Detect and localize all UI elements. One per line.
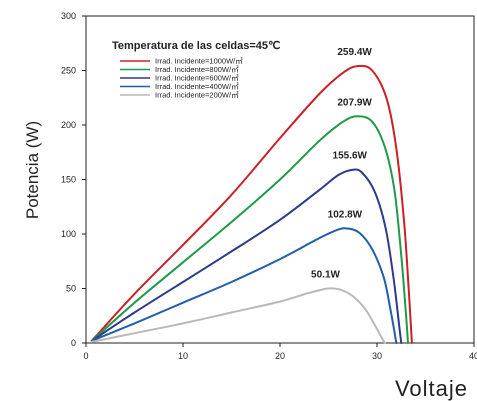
y-tick-label: 200 (61, 120, 76, 130)
x-tick-label: 0 (83, 351, 88, 361)
y-axis-label: Potencia (W) (23, 121, 42, 219)
y-tick-label: 250 (61, 66, 76, 76)
legend-label: Irrad. Incidente=400W/㎡ (155, 82, 239, 91)
peak-label: 102.8W (328, 210, 363, 221)
legend-label: Irrad. Incidente=800W/㎡ (155, 65, 239, 74)
x-tick-label: 20 (275, 351, 285, 361)
peak-label: 207.9W (337, 97, 372, 108)
y-tick-label: 150 (61, 175, 76, 185)
peak-label: 259.4W (337, 47, 372, 58)
x-axis-ticks: 0 10 20 30 40 (83, 343, 477, 361)
legend-label: Irrad. Incidente=200W/㎡ (155, 91, 239, 100)
peak-label: 155.6W (333, 151, 368, 162)
y-axis-ticks: 0 50 100 150 200 250 300 (61, 11, 86, 348)
peak-labels: 259.4W 207.9W 155.6W 102.8W 50.1W (311, 47, 372, 280)
y-tick-label: 100 (61, 229, 76, 239)
cell-temperature-annotation: Temperatura de las celdas=45℃ (112, 40, 280, 52)
y-tick-label: 300 (61, 11, 76, 21)
series-line-1000w (90, 64, 413, 344)
y-tick-label: 50 (66, 284, 76, 294)
series-line-600w (90, 168, 403, 344)
legend-label: Irrad. Incidente=1000W/㎡ (155, 57, 243, 66)
x-tick-label: 40 (469, 351, 477, 361)
x-tick-label: 10 (178, 351, 188, 361)
series-lines (90, 64, 413, 344)
legend-label: Irrad. Incidente=600W/㎡ (155, 74, 239, 83)
peak-label: 50.1W (311, 270, 340, 281)
x-tick-label: 30 (372, 351, 382, 361)
series-line-800w (90, 115, 409, 344)
series-line-400w (90, 227, 398, 344)
y-tick-label: 0 (71, 338, 76, 348)
x-axis-label: Voltaje (395, 376, 468, 401)
series-line-200w (90, 287, 386, 344)
